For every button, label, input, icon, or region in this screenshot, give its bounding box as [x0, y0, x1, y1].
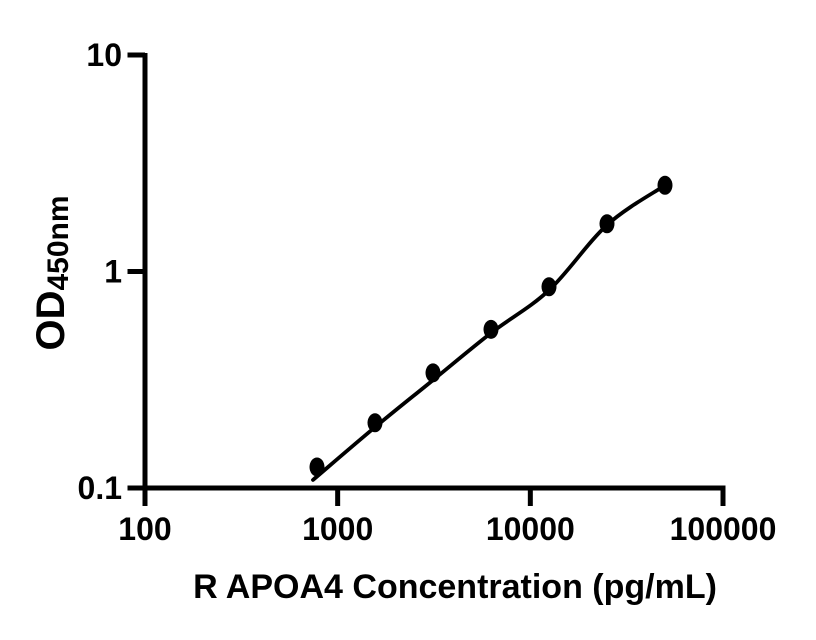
data-point [309, 457, 325, 477]
data-point [657, 175, 673, 195]
data-point [367, 413, 383, 433]
x-axis-title: R APOA4 Concentration (pg/mL) [193, 568, 717, 606]
data-point [541, 277, 557, 297]
data-point [599, 214, 615, 234]
y-axis-title-main: OD [29, 291, 73, 351]
x-tick-label: 1000 [302, 511, 373, 547]
y-tick-label: 10 [86, 37, 122, 73]
y-tick-label: 0.1 [78, 470, 122, 506]
data-point [425, 363, 441, 383]
x-tick-label: 10000 [486, 511, 575, 547]
data-points-layer [309, 175, 673, 477]
x-tick-label: 100 [118, 511, 171, 547]
x-tick-label: 100000 [670, 511, 777, 547]
y-axis-title-subscript: 450nm [42, 195, 75, 290]
data-point [483, 319, 499, 339]
y-tick-label: 1 [104, 254, 122, 290]
y-axis-title: OD450nm [29, 195, 75, 350]
axes-layer: 100 1000 10000 100000 10 1 0.1 [78, 37, 777, 547]
